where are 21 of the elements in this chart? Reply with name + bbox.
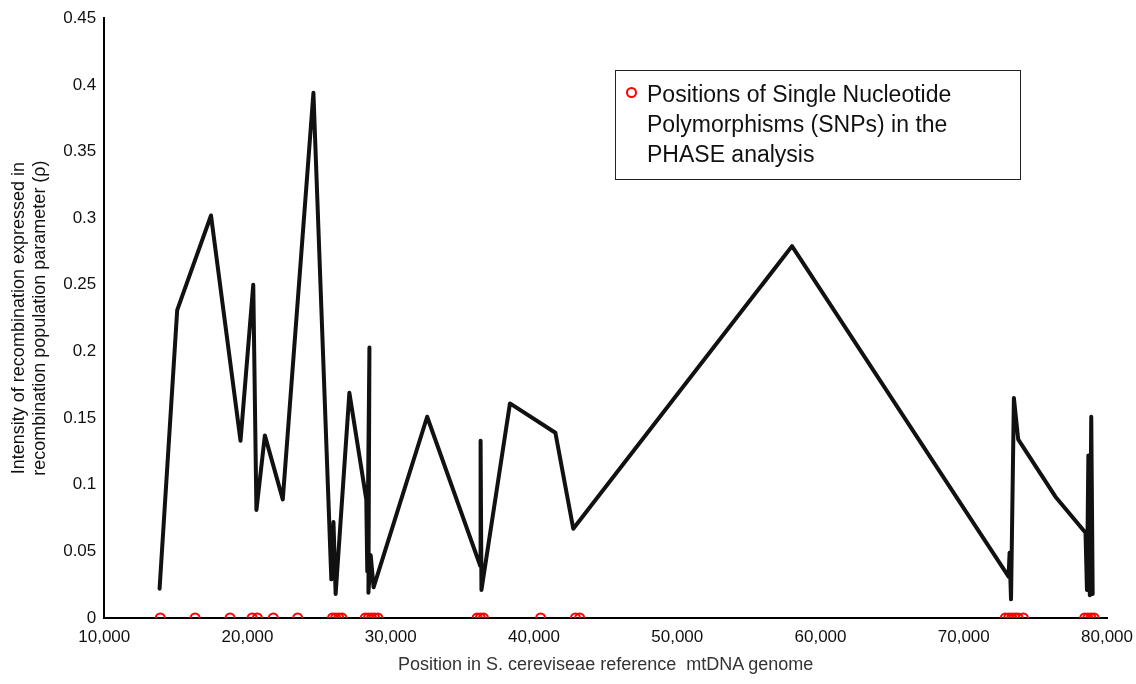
x-tick-label: 30,000 [364, 626, 417, 646]
x-tick-label: 50,000 [651, 626, 704, 646]
y-tick-label: 0.4 [72, 74, 97, 94]
y-tick-label: 0.15 [63, 407, 97, 427]
y-tick-label: 0.35 [63, 141, 97, 161]
x-tick-label: 40,000 [508, 626, 561, 646]
x-tick-label: 80,000 [1081, 626, 1133, 646]
y-tick-label: 0 [86, 607, 97, 627]
y-tick-label: 0.45 [63, 7, 97, 27]
x-tick-label: 10,000 [78, 626, 131, 646]
y-tick-label: 0.1 [72, 474, 97, 494]
y-tick-label: 0.3 [72, 207, 97, 227]
y-tick-label: 0.05 [63, 541, 97, 561]
x-tick-label: 20,000 [221, 626, 274, 646]
x-tick-label: 70,000 [937, 626, 990, 646]
y-axis-title: Intensity of recombination expressed in recombination population parameter (ρ) [7, 160, 50, 476]
y-tick-label: 0.2 [72, 341, 97, 361]
x-axis-title: Position in S. cereviseae reference mtDNA genome [398, 654, 814, 675]
legend-label: Positions of Single Nucleotide Polymorphisms (SNPs) in the PHASE analysis [647, 80, 953, 169]
y-tick-label: 0.25 [63, 274, 97, 294]
x-tick-label: 60,000 [794, 626, 847, 646]
